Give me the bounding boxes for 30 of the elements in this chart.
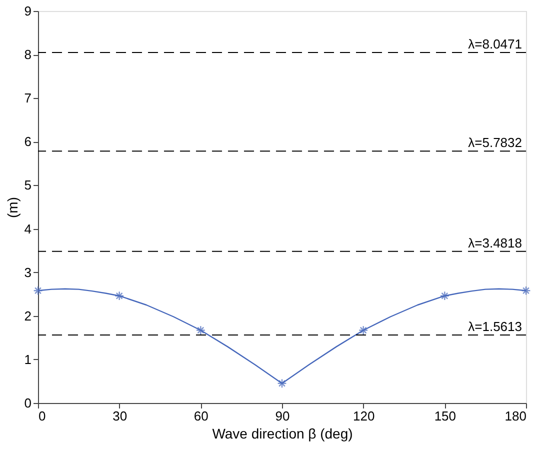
y-tick-label: 7 (24, 90, 32, 106)
y-tick-label: 1 (24, 352, 32, 367)
ref-line-label: λ=1.5613 (468, 318, 522, 334)
y-tick-label: 5 (24, 178, 32, 193)
x-tick-label: 90 (275, 408, 290, 424)
y-tick-label: 8 (24, 47, 32, 62)
x-tick-label: 150 (434, 408, 456, 424)
y-tick-label: 9 (24, 4, 32, 18)
x-tick-label: 0 (38, 408, 46, 424)
point (440, 291, 450, 301)
point (33, 286, 43, 296)
point (358, 325, 368, 336)
y-tick-label: 4 (24, 221, 32, 236)
y-tick-label: 0 (24, 396, 32, 410)
y-axis-title: (m) (4, 197, 20, 218)
y-tick-label: 2 (24, 308, 32, 324)
ref-line-label: λ=5.7832 (468, 135, 522, 150)
y-tick-label: 6 (24, 134, 32, 150)
point (277, 378, 287, 388)
point (521, 286, 531, 296)
x-axis-title: Wave direction β (deg) (212, 426, 353, 442)
x-tick-label: 180 (504, 408, 526, 424)
x-tick-label: 120 (352, 408, 375, 424)
ref-line-label: λ=3.4818 (468, 235, 522, 250)
ref-line-label: λ=8.0471 (468, 36, 522, 52)
y-tick-label: 3 (24, 264, 32, 280)
point (114, 291, 124, 301)
x-tick-label: 60 (194, 408, 208, 424)
x-tick-label: 30 (112, 408, 128, 424)
point (196, 325, 206, 336)
